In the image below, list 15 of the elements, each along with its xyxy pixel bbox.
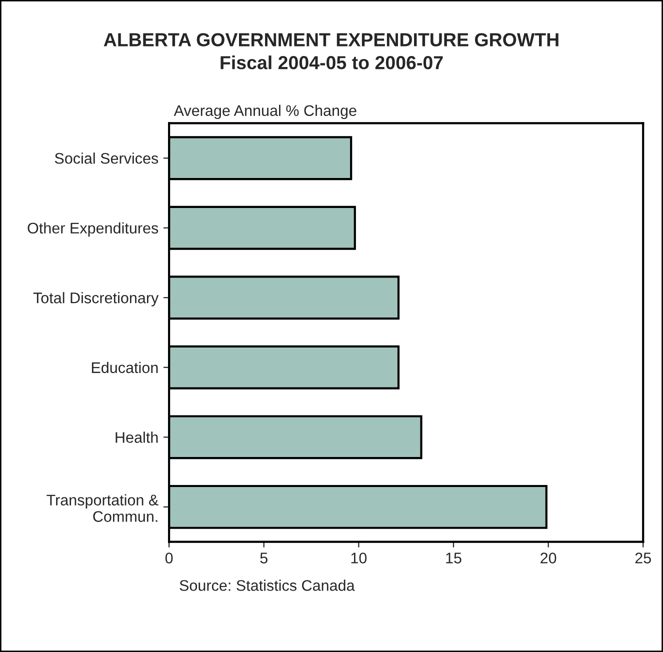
x-tick-label: 15 — [446, 552, 462, 564]
y-tick-label: Education — [92, 362, 158, 374]
x-axis-title: Average Annual % Change — [174, 104, 356, 120]
x-tick-label: 25 — [635, 552, 651, 564]
x-tick-label: 5 — [260, 552, 268, 564]
y-tick-label: Other Expenditures — [28, 222, 158, 237]
y-tick-label: Health — [116, 432, 158, 443]
x-tick-label: 10 — [351, 552, 367, 564]
y-tick-label: Transportation & Commun. — [46, 494, 158, 522]
y-tick-label: Total Discretionary — [33, 292, 159, 306]
x-tick-label: 20 — [540, 552, 556, 564]
source-note: Source: Statistics Canada — [180, 580, 355, 591]
y-tick-label: Social Services — [54, 152, 158, 164]
chart-title: ALBERTA GOVERNMENT EXPENDITURE GROWTH Fiscal 2004-05 to 2006-07 — [104, 33, 558, 70]
x-tick-label: 0 — [165, 552, 173, 564]
